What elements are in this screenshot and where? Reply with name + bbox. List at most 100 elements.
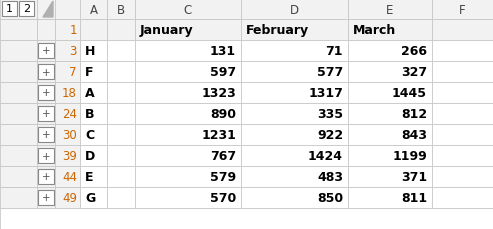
- Bar: [0, 41, 37, 62]
- Bar: [241, 145, 348, 166]
- Bar: [107, 104, 135, 124]
- Bar: [348, 20, 432, 41]
- Bar: [37, 124, 55, 145]
- Bar: [432, 41, 493, 62]
- Text: C: C: [85, 128, 94, 141]
- Text: +: +: [42, 88, 50, 98]
- Bar: [135, 83, 241, 104]
- Text: G: G: [85, 191, 95, 204]
- Text: +: +: [42, 130, 50, 140]
- Bar: [348, 0, 432, 20]
- Bar: [55, 187, 80, 208]
- Bar: [348, 145, 432, 166]
- Bar: [80, 83, 107, 104]
- Text: D: D: [290, 3, 299, 16]
- Bar: [348, 104, 432, 124]
- Bar: [38, 65, 54, 80]
- Bar: [348, 166, 432, 187]
- Bar: [0, 166, 37, 187]
- Text: 850: 850: [317, 191, 343, 204]
- Bar: [37, 166, 55, 187]
- Bar: [241, 41, 348, 62]
- Bar: [0, 83, 37, 104]
- Bar: [80, 0, 107, 20]
- Bar: [2, 2, 17, 17]
- Text: 597: 597: [210, 66, 236, 79]
- Bar: [80, 166, 107, 187]
- Bar: [241, 83, 348, 104]
- Text: 811: 811: [401, 191, 427, 204]
- Bar: [19, 2, 34, 17]
- Bar: [80, 104, 107, 124]
- Text: 890: 890: [210, 108, 236, 120]
- Text: 44: 44: [62, 170, 77, 183]
- Text: 577: 577: [317, 66, 343, 79]
- Bar: [37, 62, 55, 83]
- Bar: [0, 104, 37, 124]
- Bar: [241, 20, 348, 41]
- Text: +: +: [42, 151, 50, 161]
- Bar: [135, 187, 241, 208]
- Bar: [348, 83, 432, 104]
- Text: 30: 30: [62, 128, 77, 141]
- Bar: [135, 166, 241, 187]
- Bar: [55, 145, 80, 166]
- Bar: [55, 62, 80, 83]
- Bar: [241, 187, 348, 208]
- Bar: [0, 0, 493, 20]
- Text: February: February: [246, 24, 309, 37]
- Text: March: March: [353, 24, 396, 37]
- Bar: [241, 104, 348, 124]
- Bar: [0, 187, 37, 208]
- Bar: [55, 41, 80, 62]
- Text: +: +: [42, 193, 50, 203]
- Bar: [432, 62, 493, 83]
- Text: 1317: 1317: [308, 87, 343, 100]
- Bar: [55, 83, 80, 104]
- Text: A: A: [85, 87, 95, 100]
- Text: +: +: [42, 109, 50, 119]
- Bar: [135, 0, 241, 20]
- Bar: [55, 20, 80, 41]
- Text: 39: 39: [62, 149, 77, 162]
- Bar: [55, 104, 80, 124]
- Text: B: B: [117, 3, 125, 16]
- Text: 812: 812: [401, 108, 427, 120]
- Bar: [37, 104, 55, 124]
- Bar: [135, 145, 241, 166]
- Text: +: +: [42, 46, 50, 56]
- Text: 71: 71: [325, 45, 343, 58]
- Text: F: F: [459, 3, 466, 16]
- Bar: [135, 20, 241, 41]
- Bar: [80, 20, 107, 41]
- Bar: [38, 148, 54, 163]
- Bar: [55, 166, 80, 187]
- Bar: [37, 41, 55, 62]
- Text: 3: 3: [70, 45, 77, 58]
- Bar: [241, 124, 348, 145]
- Text: +: +: [42, 67, 50, 77]
- Bar: [0, 208, 493, 229]
- Bar: [107, 124, 135, 145]
- Bar: [432, 0, 493, 20]
- Bar: [0, 124, 37, 145]
- Text: 1424: 1424: [308, 149, 343, 162]
- Bar: [107, 83, 135, 104]
- Bar: [38, 127, 54, 142]
- Bar: [0, 145, 37, 166]
- Text: E: E: [387, 3, 394, 16]
- Text: F: F: [85, 66, 94, 79]
- Bar: [37, 0, 55, 20]
- Bar: [37, 145, 55, 166]
- Bar: [107, 41, 135, 62]
- Text: 266: 266: [401, 45, 427, 58]
- Bar: [107, 62, 135, 83]
- Text: 767: 767: [210, 149, 236, 162]
- Bar: [432, 124, 493, 145]
- Bar: [80, 124, 107, 145]
- Bar: [107, 187, 135, 208]
- Bar: [0, 62, 37, 83]
- Text: D: D: [85, 149, 95, 162]
- Bar: [80, 145, 107, 166]
- Text: B: B: [85, 108, 95, 120]
